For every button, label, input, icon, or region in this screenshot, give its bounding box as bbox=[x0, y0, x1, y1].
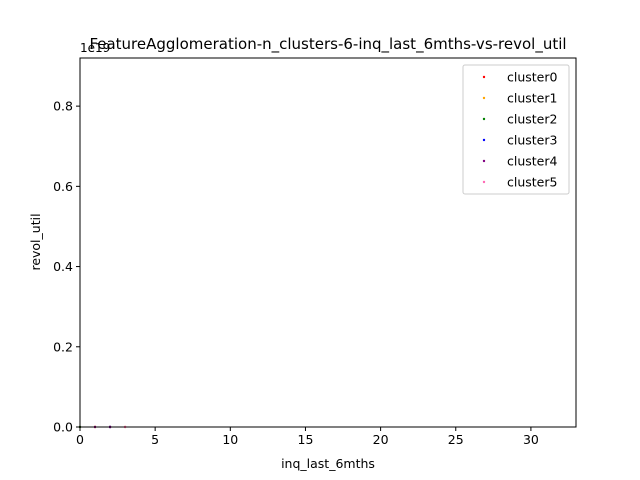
axes-frame bbox=[79, 57, 577, 428]
x-tick-label: 5 bbox=[151, 432, 159, 447]
y-tick-label: 0.0 bbox=[53, 420, 73, 435]
y-axis-offset-label: 1e19 bbox=[80, 41, 110, 55]
legend-marker bbox=[482, 96, 486, 100]
legend-label: cluster5 bbox=[507, 175, 557, 190]
legend-label: cluster1 bbox=[507, 91, 557, 106]
x-tick-label: 30 bbox=[523, 432, 539, 447]
legend-marker bbox=[482, 117, 486, 121]
x-axis-label: inq_last_6mths bbox=[281, 456, 375, 471]
legend-marker bbox=[482, 138, 486, 142]
y-axis-label: revol_util bbox=[28, 213, 43, 270]
legend-marker bbox=[482, 159, 486, 163]
legend-label: cluster3 bbox=[507, 133, 557, 148]
legend-marker bbox=[482, 75, 486, 79]
chart-title: FeatureAgglomeration-n_clusters-6-inq_la… bbox=[89, 35, 566, 54]
x-tick-label: 10 bbox=[222, 432, 238, 447]
x-tick-label: 25 bbox=[448, 432, 464, 447]
y-tick-label: 0.6 bbox=[53, 179, 73, 194]
y-axis: 0.0 0.2 0.4 0.6 0.8 bbox=[53, 99, 80, 435]
y-tick-label: 0.8 bbox=[53, 99, 73, 114]
legend-marker bbox=[482, 180, 486, 184]
legend: cluster0 cluster1 cluster2 cluster3 cluster4… bbox=[462, 64, 570, 195]
y-tick-label: 0.4 bbox=[53, 259, 73, 274]
x-axis: 0 5 10 15 20 25 30 bbox=[76, 427, 539, 447]
plot-area bbox=[78, 57, 577, 429]
x-tick-label: 0 bbox=[76, 432, 84, 447]
x-tick-label: 15 bbox=[298, 432, 314, 447]
x-tick-label: 20 bbox=[373, 432, 389, 447]
legend-label: cluster4 bbox=[507, 154, 558, 169]
y-tick-label: 0.2 bbox=[53, 339, 73, 354]
legend-items: cluster0 cluster1 cluster2 cluster3 cluster4… bbox=[482, 70, 558, 190]
legend-label: cluster0 bbox=[507, 70, 558, 85]
legend-label: cluster2 bbox=[507, 112, 557, 127]
legend-box bbox=[462, 64, 570, 195]
